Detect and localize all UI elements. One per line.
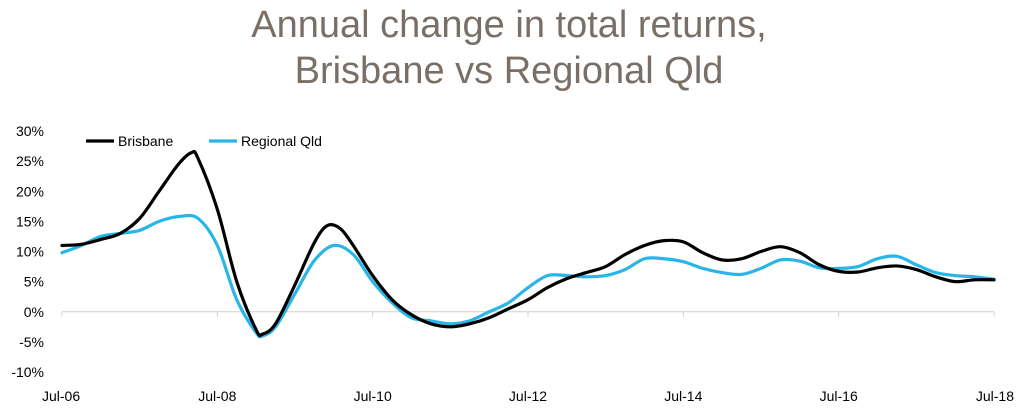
y-tick-label: 5% xyxy=(24,274,44,290)
chart-title-line2: Brisbane vs Regional Qld xyxy=(294,50,724,92)
series-lines xyxy=(60,149,996,339)
chart-title: Annual change in total returns, Brisbane… xyxy=(0,2,1018,94)
y-tick-label: 0% xyxy=(24,304,44,320)
y-tick-label: -10% xyxy=(11,364,44,380)
x-tick-label: Jul-16 xyxy=(820,388,858,404)
y-axis-ticks: 30% 25% 20% 15% 10% 5% 0% -5% -10% xyxy=(11,123,44,380)
x-tick-label: Jul-12 xyxy=(509,388,547,404)
y-tick-label: 20% xyxy=(16,183,44,199)
y-tick-label: 15% xyxy=(16,213,44,229)
legend-label: Brisbane xyxy=(118,133,173,149)
chart-title-line1: Annual change in total returns, xyxy=(251,4,767,46)
y-tick-label: 25% xyxy=(16,153,44,169)
x-tick-label: Jul-06 xyxy=(42,388,80,404)
y-tick-label: -5% xyxy=(19,334,44,350)
x-tick-label: Jul-18 xyxy=(976,388,1014,404)
x-tick-label: Jul-14 xyxy=(664,388,702,404)
x-axis-ticks: Jul-06 Jul-08 Jul-10 Jul-12 Jul-14 Jul-16 Jul-… xyxy=(42,311,1014,404)
regional-qld-line xyxy=(60,213,996,339)
legend-label: Regional Qld xyxy=(241,133,322,149)
legend: Brisbane Regional Qld xyxy=(86,133,322,149)
x-tick-label: Jul-08 xyxy=(198,388,236,404)
y-tick-label: 30% xyxy=(16,123,44,139)
y-tick-label: 10% xyxy=(16,244,44,260)
brisbane-line xyxy=(60,149,996,338)
x-tick-label: Jul-10 xyxy=(354,388,392,404)
